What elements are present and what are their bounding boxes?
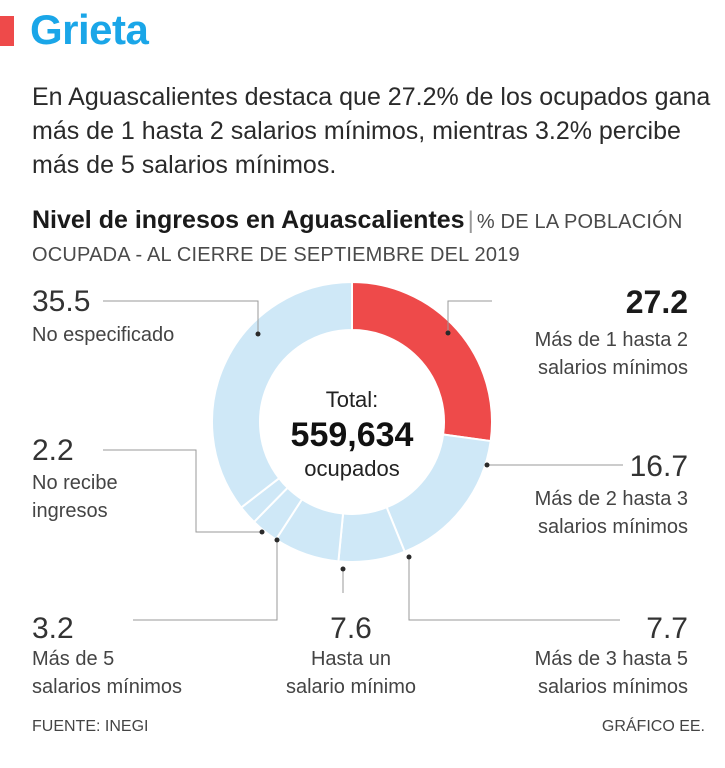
slice-1-2-salarios-label: salarios mínimos	[538, 357, 688, 379]
slice-no-especificado	[211, 280, 353, 509]
slice-hasta-1-salario-leader-dot	[340, 566, 346, 572]
slice-no-recibe-leader-dot	[259, 529, 265, 535]
slice-no-especificado-leader-dot	[255, 331, 261, 337]
slice-mas-5-salarios-value: 3.2	[32, 612, 74, 645]
slice-no-especificado-leader-line	[103, 300, 259, 334]
title-separator: |	[467, 207, 474, 234]
slice-hasta-1-salario-value: 7.6	[330, 612, 372, 645]
slice-2-3-salarios-label: salarios mínimos	[538, 516, 688, 538]
slice-mas-5-salarios-label: salarios mínimos	[32, 676, 182, 698]
slice-no-especificado-value: 35.5	[32, 285, 90, 318]
slice-3-5-salarios-label: Más de 3 hasta 5	[535, 648, 688, 670]
slice-no-especificado-label: No especificado	[32, 324, 174, 346]
slice-hasta-1-salario-label: salario mínimo	[286, 676, 416, 698]
slice-no-recibe-value: 2.2	[32, 434, 74, 467]
slice-2-3-salarios-leader-dot	[484, 462, 490, 468]
center-total-value: 559,634	[291, 416, 414, 454]
slice-no-recibe-label: No recibe	[32, 472, 118, 494]
chart-title-block: Nivel de ingresos en Aguascalientes |% DE…	[32, 204, 712, 271]
slice-3-5-salarios-leader-line	[408, 557, 620, 621]
brand-logo: Grieta	[30, 6, 149, 53]
slice-1-2-salarios-label: Más de 1 hasta 2	[535, 329, 688, 351]
slice-mas-5-salarios-leader-dot	[274, 537, 280, 543]
slice-no-recibe-leader-line	[103, 449, 262, 533]
slice-hasta-1-salario-label: Hasta un	[311, 648, 391, 670]
slice-1-2-salarios-leader-line	[447, 300, 492, 333]
slice-3-5-salarios-value: 7.7	[646, 612, 688, 645]
source-note: FUENTE: INEGI	[32, 718, 149, 735]
slice-2-3-salarios-value: 16.7	[630, 450, 688, 483]
slice-1-2-salarios	[351, 280, 493, 443]
slice-no-recibe-label: ingresos	[32, 500, 108, 522]
slice-1-2-salarios-leader-dot	[445, 330, 451, 336]
slice-mas-5-salarios-leader-line	[133, 540, 278, 621]
credit-note: GRÁFICO EE.	[601, 718, 705, 735]
slice-3-5-salarios-label: salarios mínimos	[538, 676, 688, 698]
chart-subtitle: % DE LA POBLACIÓN OCUPADA - AL CIERRE DE…	[32, 211, 683, 266]
intro-text: En Aguascalientes destaca que 27.2% de l…	[32, 83, 711, 179]
slice-1-2-salarios-value: 27.2	[626, 284, 688, 320]
center-total-unit: ocupados	[304, 456, 399, 481]
slice-3-5-salarios-leader-dot	[406, 554, 412, 560]
slice-2-3-salarios-label: Más de 2 hasta 3	[535, 488, 688, 510]
chart-title: Nivel de ingresos en Aguascalientes	[32, 206, 465, 234]
slice-mas-5-salarios-label: Más de 5	[32, 648, 114, 670]
center-total-label: Total:	[326, 387, 379, 412]
brand-accent-bar	[0, 16, 14, 46]
